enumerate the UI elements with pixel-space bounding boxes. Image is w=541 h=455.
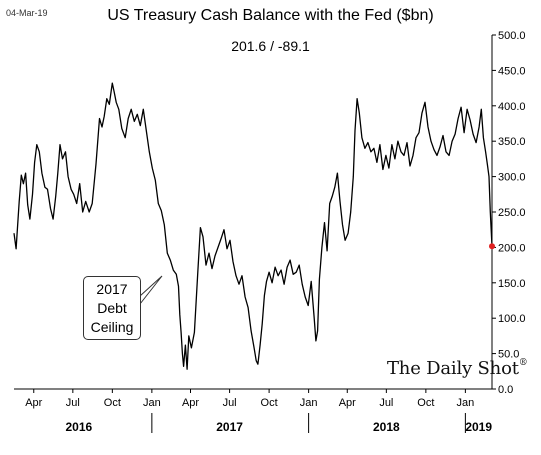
x-tick-label: Apr bbox=[339, 397, 356, 409]
x-tick-label: Oct bbox=[104, 397, 121, 409]
year-label: 2019 bbox=[465, 420, 492, 434]
callout-line-2: Debt bbox=[97, 300, 127, 316]
value-readout: 201.6 / -89.1 bbox=[231, 38, 310, 54]
x-tick-label: Oct bbox=[261, 397, 278, 409]
y-tick-label: 400.0 bbox=[498, 101, 526, 113]
year-label: 2018 bbox=[373, 420, 400, 434]
x-tick-label: Jan bbox=[456, 397, 474, 409]
x-tick-label: Jul bbox=[223, 397, 237, 409]
y-tick-label: 300.0 bbox=[498, 172, 526, 184]
x-tick-label: Oct bbox=[417, 397, 434, 409]
callout-pointer bbox=[139, 275, 163, 305]
debt-ceiling-callout: 2017 Debt Ceiling bbox=[83, 276, 141, 340]
x-tick-label: Jan bbox=[300, 397, 318, 409]
y-tick-label: 50.0 bbox=[498, 349, 519, 361]
y-tick-label: 500.0 bbox=[498, 30, 526, 42]
chart-series bbox=[13, 82, 495, 370]
daily-shot-watermark: The Daily Shot® bbox=[387, 358, 528, 379]
cash-balance-line bbox=[13, 82, 493, 370]
last-value-marker bbox=[489, 243, 495, 250]
x-tick-label: Jul bbox=[379, 397, 393, 409]
x-tick-label: Apr bbox=[25, 397, 42, 409]
x-tick-label: Apr bbox=[182, 397, 199, 409]
y-tick-label: 0.0 bbox=[498, 384, 513, 396]
x-tick-label: Jan bbox=[143, 397, 161, 409]
callout-line-3: Ceiling bbox=[90, 319, 134, 335]
chart-tick-labels: 0.0 50.0 100.0 150.0 200.0 250.0 300.0 350.0 400… bbox=[25, 30, 525, 434]
y-tick-label: 350.0 bbox=[498, 136, 526, 148]
y-tick-label: 250.0 bbox=[498, 207, 526, 219]
chart-axes bbox=[14, 34, 496, 433]
year-label: 2017 bbox=[216, 420, 243, 434]
y-tick-label: 200.0 bbox=[498, 242, 526, 254]
x-tick-label: Jul bbox=[66, 397, 80, 409]
year-label: 2016 bbox=[65, 420, 92, 434]
y-tick-label: 150.0 bbox=[498, 278, 526, 290]
chart-title: US Treasury Cash Balance with the Fed ($… bbox=[107, 7, 434, 24]
y-tick-label: 450.0 bbox=[498, 65, 526, 77]
y-tick-label: 100.0 bbox=[498, 313, 526, 325]
date-stamp: 04-Mar-19 bbox=[6, 8, 48, 18]
callout-line-1: 2017 bbox=[96, 281, 128, 297]
